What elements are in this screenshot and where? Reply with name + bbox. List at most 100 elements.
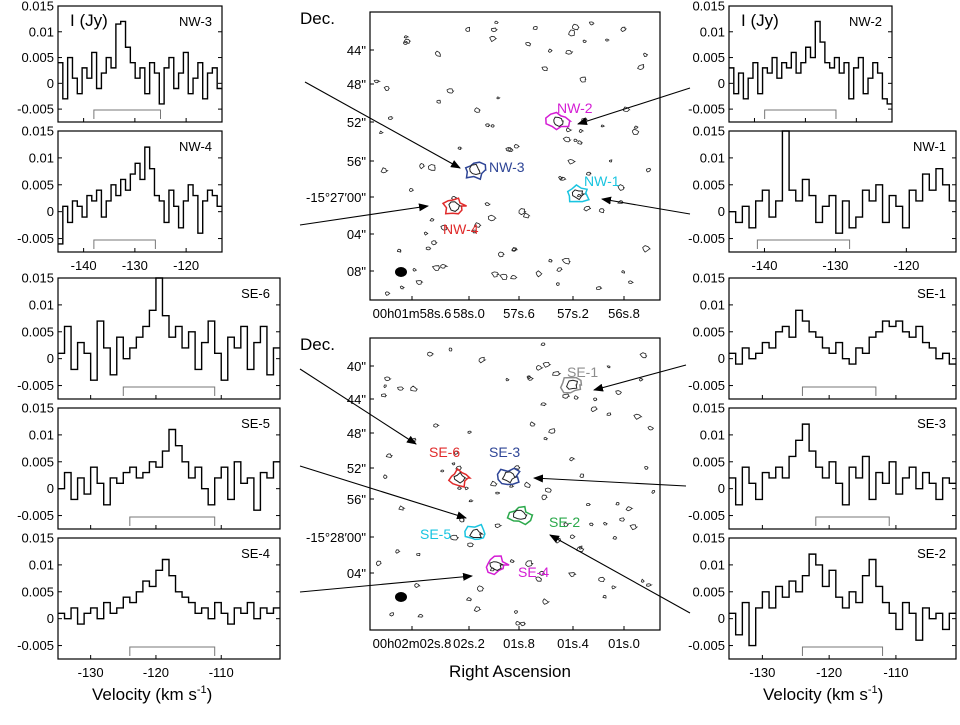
source-contour-outer — [485, 555, 510, 576]
noise-contour — [637, 63, 645, 71]
noise-contour — [450, 534, 460, 541]
dec-tick-label: -15°28′00" — [306, 530, 366, 545]
noise-contour — [552, 371, 562, 376]
noise-contour — [615, 501, 620, 506]
y-tick-label: 0 — [718, 76, 725, 91]
noise-contour — [440, 263, 449, 269]
noise-contour — [513, 465, 521, 470]
noise-contour — [579, 76, 587, 83]
x-tick-label: -130 — [78, 665, 104, 680]
noise-contour — [568, 572, 577, 578]
y-tick-label: -0.005 — [688, 638, 725, 653]
noise-contour — [562, 393, 570, 399]
y-tick-label: 0.015 — [692, 0, 725, 14]
velocity-range-bracket — [756, 239, 851, 249]
y-tick-label: 0.01 — [700, 150, 725, 165]
ra-tick-label: 02s.2 — [453, 636, 485, 651]
noise-contours — [373, 20, 652, 296]
y-tick-label: 0.01 — [29, 297, 54, 312]
spectrum-frame — [57, 407, 281, 530]
noise-contour — [511, 247, 517, 252]
noise-contour — [590, 406, 599, 413]
noise-contour — [489, 35, 498, 43]
spectrum-panel-nw-4: 0.015 0.01 0.005 0 -0.005 -140 -130 -120 NW-4 — [17, 124, 223, 273]
noise-contour — [561, 257, 571, 265]
x-tick-label: -140 — [751, 258, 777, 273]
noise-contour — [417, 613, 424, 618]
dec-tick-label: 08" — [347, 264, 366, 279]
source-nw-1: NW-1 — [566, 173, 620, 203]
noise-contour — [573, 395, 580, 400]
y-tick-label: 0 — [718, 204, 725, 219]
y-tick-label: 0 — [47, 204, 54, 219]
y-tick-label: 0 — [718, 481, 725, 496]
source-contour-inner — [553, 116, 564, 127]
noise-contour — [474, 107, 481, 113]
y-tick-label: -0.005 — [17, 638, 54, 653]
noise-contour — [540, 402, 548, 407]
arrow-se-1 — [593, 364, 687, 392]
x-tick-label: -130 — [822, 258, 848, 273]
y-tick-label: 0.01 — [700, 427, 725, 442]
noise-contour — [600, 124, 606, 128]
x-tick-label: -130 — [122, 258, 148, 273]
velocity-range-bracket — [801, 386, 877, 396]
arrow-se-5 — [299, 465, 467, 520]
source-contour-outer — [441, 197, 467, 215]
y-tick-label: 0.015 — [692, 271, 725, 286]
noise-contour — [490, 27, 498, 33]
y-tick-label: 0.015 — [692, 401, 725, 416]
noise-contour — [541, 494, 548, 501]
noise-contour — [621, 270, 626, 274]
spectrum-panel-nw-1: 0.015 0.01 0.005 0 -0.005 -140 -130 -120 NW-1 — [688, 124, 957, 273]
source-se-1: SE-1 — [559, 364, 598, 394]
dec-tick-label: 56" — [347, 492, 366, 507]
y-tick-label: 0.005 — [21, 50, 54, 65]
y-tick-label: 0 — [47, 481, 54, 496]
noise-contour — [476, 585, 485, 592]
noise-contour — [467, 430, 472, 434]
noise-contour — [544, 487, 552, 493]
noise-contour — [640, 578, 645, 583]
y-tick-label: 0.01 — [700, 557, 725, 572]
dec-tick-label: 48" — [347, 426, 366, 441]
velocity-range-bracket — [129, 516, 216, 526]
spectrum-panel-se-1: 0.015 0.01 0.005 0 -0.005 SE-1 — [688, 271, 957, 400]
noise-contour — [383, 474, 388, 479]
source-label-se-1: SE-1 — [567, 364, 598, 380]
y-tick-label: 0.005 — [692, 454, 725, 469]
x-tick-label: -120 — [143, 665, 169, 680]
y-tick-label: -0.005 — [17, 231, 54, 246]
noise-contour — [593, 397, 598, 402]
noise-contour — [375, 560, 382, 567]
y-tick-label: 0.005 — [21, 324, 54, 339]
noise-contour — [579, 473, 585, 478]
ra-tick-label: 01s.0 — [608, 636, 640, 651]
noise-contour — [522, 212, 531, 219]
beam-ellipse — [395, 592, 407, 602]
velocity-label-right: Velocity (km s-1) — [763, 684, 883, 704]
noise-contour — [467, 542, 475, 548]
velocity-range-bracket — [815, 516, 890, 526]
noise-contour — [602, 521, 609, 526]
y-tick-label: 0.015 — [21, 531, 54, 546]
spectrum-line-se-2 — [729, 553, 956, 647]
velocity-range-bracket — [129, 646, 216, 656]
arrow-nw-4 — [299, 203, 429, 226]
noise-contour — [643, 52, 649, 57]
source-se-3: SE-3 — [489, 444, 521, 486]
y-tick-label: 0.015 — [692, 531, 725, 546]
noise-contour — [567, 159, 577, 165]
noise-contour — [383, 86, 390, 91]
dec-tick-label: 52" — [347, 115, 366, 130]
noise-contours — [375, 342, 656, 627]
spectrum-name-nw-4: NW-4 — [179, 139, 212, 154]
noise-contour — [429, 218, 435, 222]
y-tick-label: 0.015 — [21, 0, 54, 14]
spectrum-name-se-4: SE-4 — [241, 546, 270, 561]
noise-contour — [611, 585, 617, 590]
arrow-nw-2 — [577, 87, 691, 126]
spectrum-frame — [57, 130, 223, 253]
noise-contour — [465, 597, 472, 602]
